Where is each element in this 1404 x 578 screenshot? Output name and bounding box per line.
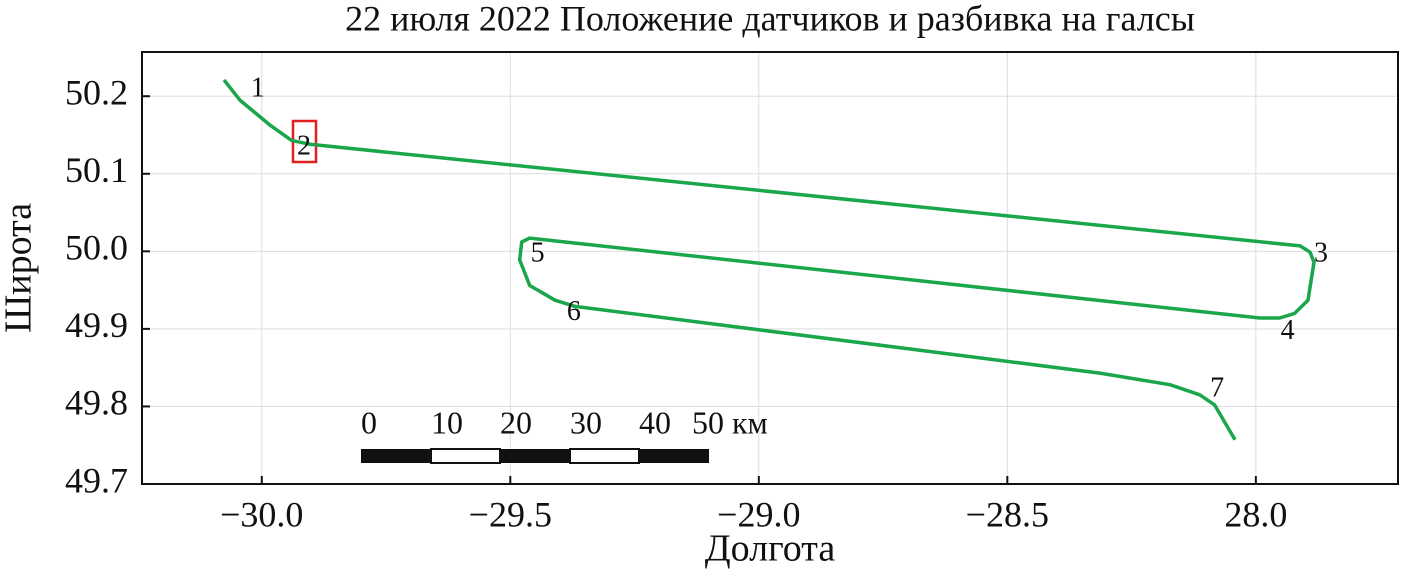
- point-label: 2: [297, 131, 311, 162]
- y-tick-label: 49.7: [65, 460, 128, 500]
- point-label: 5: [531, 238, 545, 269]
- chart-title: 22 июля 2022 Положение датчиков и разбив…: [345, 0, 1195, 38]
- x-tick-label: −29.0: [717, 494, 800, 534]
- scale-segment: [639, 449, 709, 463]
- scale-bar: 0 10 20 30 40 50 км: [361, 404, 768, 464]
- y-tick-label: 50.1: [65, 150, 128, 190]
- x-tick-label: 28.0: [1224, 494, 1287, 534]
- scale-segment: [430, 448, 501, 464]
- point-label: 3: [1314, 238, 1328, 269]
- plot-frame: [141, 51, 1399, 485]
- y-tick-label: 49.9: [65, 305, 128, 345]
- x-tick-label: −29.5: [469, 494, 552, 534]
- scale-label: 50 км: [692, 404, 768, 440]
- x-axis-label: Долгота: [705, 528, 836, 570]
- grid: [142, 52, 1398, 485]
- scale-label: 40: [639, 404, 671, 440]
- y-tick-label: 50.2: [65, 72, 128, 112]
- x-tick-label: −28.5: [966, 494, 1049, 534]
- y-tick-label: 50.0: [65, 228, 128, 268]
- scale-label: 0: [361, 404, 377, 440]
- scale-label: 30: [570, 404, 602, 440]
- scale-segment: [361, 449, 431, 463]
- x-tick-label: −30.0: [220, 494, 303, 534]
- scale-segment: [569, 448, 640, 464]
- point-label: 1: [251, 72, 265, 103]
- track-line: [222, 78, 1316, 441]
- y-axis-label: Широта: [0, 203, 40, 333]
- point-label: 7: [1210, 373, 1224, 404]
- scale-label: 20: [500, 404, 532, 440]
- y-tick-label: 49.8: [65, 383, 128, 423]
- scale-label: 10: [431, 404, 463, 440]
- point-label: 4: [1281, 315, 1295, 346]
- point-label: 6: [567, 296, 581, 327]
- scale-segment: [500, 449, 570, 463]
